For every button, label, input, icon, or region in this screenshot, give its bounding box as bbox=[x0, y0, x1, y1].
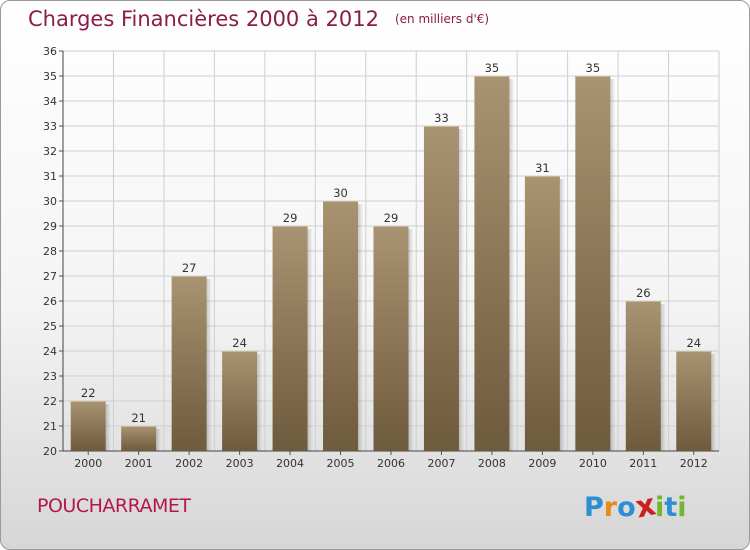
proxiti-logo: Proxiti bbox=[584, 487, 687, 525]
y-tick-label: 24 bbox=[43, 345, 57, 358]
bar-shadow bbox=[610, 79, 616, 451]
y-tick-label: 22 bbox=[43, 395, 57, 408]
bar-shadow bbox=[206, 279, 212, 451]
bar-shadow bbox=[509, 79, 515, 451]
bar-shadow bbox=[458, 129, 464, 451]
data-label: 35 bbox=[485, 61, 500, 75]
bar-2001 bbox=[121, 426, 157, 451]
y-tick-label: 31 bbox=[43, 170, 57, 183]
x-tick-label: 2001 bbox=[125, 457, 153, 470]
bar-2000 bbox=[70, 401, 106, 451]
x-tick-label: 2000 bbox=[74, 457, 102, 470]
commune-name: POUCHARRAMET bbox=[37, 495, 191, 517]
data-label: 27 bbox=[182, 261, 197, 275]
logo-letter: t bbox=[664, 492, 678, 523]
logo-letter: i bbox=[677, 492, 687, 523]
x-tick-label: 2005 bbox=[327, 457, 355, 470]
x-tick-label: 2004 bbox=[276, 457, 304, 470]
y-tick-label: 35 bbox=[43, 70, 57, 83]
bars bbox=[70, 76, 717, 451]
bar-shadow bbox=[257, 354, 263, 451]
bar-shadow bbox=[156, 429, 162, 451]
x-tick-label: 2012 bbox=[680, 457, 708, 470]
chart-title: Charges Financières 2000 à 2012 (en milli… bbox=[28, 7, 489, 31]
x-tick-label: 2009 bbox=[528, 457, 556, 470]
chart-title-text: Charges Financières 2000 à 2012 bbox=[28, 7, 379, 31]
y-tick-label: 27 bbox=[43, 270, 57, 283]
data-label: 31 bbox=[535, 161, 550, 175]
data-label: 21 bbox=[131, 411, 146, 425]
bar-shadow bbox=[660, 304, 666, 451]
labels: 20 21 22 23 24 25 26 27 28 29 30 31 32 33 34 35 36 22 2000… bbox=[43, 45, 708, 470]
y-tick-label: 21 bbox=[43, 420, 57, 433]
y-tick-label: 34 bbox=[43, 95, 57, 108]
bar-shadow bbox=[408, 229, 414, 451]
y-tick-label: 23 bbox=[43, 370, 57, 383]
bar-2009 bbox=[524, 176, 560, 451]
y-tick-label: 36 bbox=[43, 45, 57, 58]
data-label: 24 bbox=[686, 336, 701, 350]
y-tick-label: 20 bbox=[43, 445, 57, 458]
y-tick-label: 25 bbox=[43, 320, 57, 333]
bar-2012 bbox=[676, 351, 712, 451]
bar-2006 bbox=[373, 226, 409, 451]
data-label: 26 bbox=[636, 286, 651, 300]
bar-2007 bbox=[423, 126, 459, 451]
logo-letter: i bbox=[655, 492, 665, 523]
bar-2010 bbox=[575, 76, 611, 451]
x-tick-label: 2010 bbox=[579, 457, 607, 470]
bar-2002 bbox=[171, 276, 207, 451]
bar-2008 bbox=[474, 76, 510, 451]
bar-shadow bbox=[559, 179, 565, 451]
bar-2004 bbox=[272, 226, 308, 451]
logo-letter: r bbox=[603, 492, 618, 523]
y-tick-label: 33 bbox=[43, 120, 57, 133]
data-label: 24 bbox=[232, 336, 247, 350]
x-tick-label: 2007 bbox=[427, 457, 455, 470]
y-tick-label: 26 bbox=[43, 295, 57, 308]
data-label: 29 bbox=[384, 211, 399, 225]
data-label: 22 bbox=[81, 386, 96, 400]
bar-2011 bbox=[625, 301, 661, 451]
y-tick-label: 30 bbox=[43, 195, 57, 208]
logo-letter: o bbox=[617, 492, 636, 523]
chart-unit: (en milliers d'€) bbox=[394, 12, 490, 26]
y-tick-label: 29 bbox=[43, 220, 57, 233]
bar-shadow bbox=[307, 229, 313, 451]
x-tick-label: 2011 bbox=[629, 457, 657, 470]
data-label: 30 bbox=[333, 186, 348, 200]
y-tick-label: 32 bbox=[43, 145, 57, 158]
bar-shadow bbox=[105, 404, 111, 451]
x-tick-label: 2006 bbox=[377, 457, 405, 470]
bar-2003 bbox=[222, 351, 258, 451]
x-tick-label: 2002 bbox=[175, 457, 203, 470]
bar-shadow bbox=[711, 354, 717, 451]
logo-letter: P bbox=[584, 492, 604, 523]
x-tick-label: 2008 bbox=[478, 457, 506, 470]
x-tick-label: 2003 bbox=[226, 457, 254, 470]
y-tick-label: 28 bbox=[43, 245, 57, 258]
bar-2005 bbox=[323, 201, 359, 451]
bar-shadow bbox=[358, 204, 364, 451]
data-label: 35 bbox=[586, 61, 601, 75]
data-label: 33 bbox=[434, 111, 449, 125]
data-label: 29 bbox=[283, 211, 298, 225]
